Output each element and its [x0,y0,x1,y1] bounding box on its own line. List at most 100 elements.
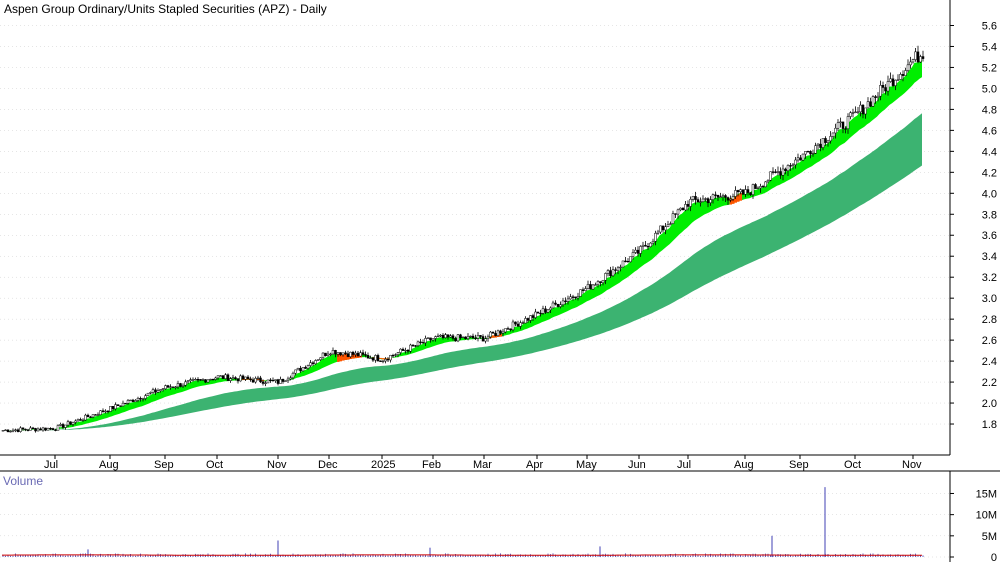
price-candle-body [466,336,470,340]
price-candle-body [496,330,500,336]
price-candle-body [179,383,182,387]
price-candle-body [874,96,877,98]
price-candle-body [139,398,142,400]
price-candle-body [339,352,342,356]
price-tick-label: 3.2 [982,272,997,284]
price-candle-body [441,334,445,338]
price-candle-body [606,270,610,274]
price-candle-body [844,128,847,130]
price-candle-body [556,303,560,307]
month-label: Mar [473,459,492,471]
price-candle-body [99,410,102,415]
price-candle-body [706,198,710,204]
price-candle-body [851,112,855,114]
price-candle-body [196,379,200,381]
price-candle-body [204,379,207,383]
price-candle-body [591,284,595,290]
price-candle-body [439,334,442,337]
price-candle-body [324,352,327,356]
price-candle-body [379,360,382,362]
price-candle-body [904,70,907,76]
price-candle-body [511,321,515,331]
price-candle-body [824,138,827,143]
price-candle-body [246,376,250,380]
price-candle-body [524,318,527,324]
price-candle-body [521,322,525,324]
short-ribbon-down-segment [382,358,385,360]
price-candle-body [104,410,107,413]
price-candle-body [271,379,275,382]
price-tick-label: 4.2 [982,167,997,179]
price-candle-body [701,198,705,202]
price-candle-body [639,246,642,254]
price-candle-body [641,244,645,247]
price-candle-body [51,428,55,431]
price-candle-body [109,406,112,412]
price-candle-body [609,270,612,277]
short-ribbon-down-segment [499,333,502,337]
price-candle-body [549,307,552,311]
price-candle-body [614,269,617,271]
price-candle-body [649,242,652,248]
price-candle-body [4,429,7,431]
price-candle-body [164,385,167,390]
price-candle-body [344,352,347,354]
price-candle-body [101,410,105,413]
price-candle-body [6,429,10,433]
price-candle-body [184,381,187,386]
price-candle-body [796,157,800,161]
price-candle-body [54,429,57,431]
price-candle-body [304,367,307,369]
price-candle-body [566,298,570,302]
price-candle-body [716,195,720,198]
price-candle-body [911,59,915,63]
price-candle-body [541,308,545,314]
price-candle-body [31,427,35,429]
price-candle-body [186,380,190,383]
price-candle-body [719,196,722,198]
price-candle-body [146,392,150,396]
price-candle-body [686,204,690,207]
price-candle-body [679,207,682,211]
price-candle-body [744,189,747,195]
price-tick-label: 4.0 [982,188,997,200]
price-candle-body [174,386,177,388]
price-candle-body [56,425,60,431]
price-candle-body [599,281,602,284]
price-candle-body [126,400,130,404]
month-label: Sep [789,459,809,471]
price-candle-body [71,422,75,425]
chart-title: Aspen Group Ordinary/Units Stapled Secur… [4,2,327,16]
price-candle-body [491,331,495,334]
short-ribbon-down-segment [337,353,340,362]
price-candle-body [341,352,345,356]
price-candle-body [579,289,582,297]
price-candle-body [364,354,367,356]
price-candle-body [469,335,472,338]
price-candle-body [46,428,50,431]
price-candle-body [94,414,97,416]
price-tick-label: 4.4 [982,146,997,158]
price-candle-body [276,379,280,384]
price-candle-body [321,352,325,359]
price-candle-body [849,112,852,117]
price-candle-body [804,151,807,155]
price-candle-body [554,302,557,305]
price-tick-label: 3.4 [982,251,997,263]
price-candle-body [671,213,675,224]
price-candle-body [74,420,77,423]
price-candle-body [356,352,360,357]
price-candle-body [501,331,505,334]
price-candle-body [89,416,92,418]
price-candle-body [604,273,607,281]
price-candle-body [859,104,862,113]
price-tick-label: 4.6 [982,125,997,137]
price-candle-body [291,372,295,379]
price-candle-body [234,377,237,379]
price-candle-body [241,375,245,380]
price-candle-body [281,378,285,382]
price-candle-body [166,385,170,388]
price-candle-body [576,296,580,299]
price-tick-label: 2.0 [982,398,997,410]
